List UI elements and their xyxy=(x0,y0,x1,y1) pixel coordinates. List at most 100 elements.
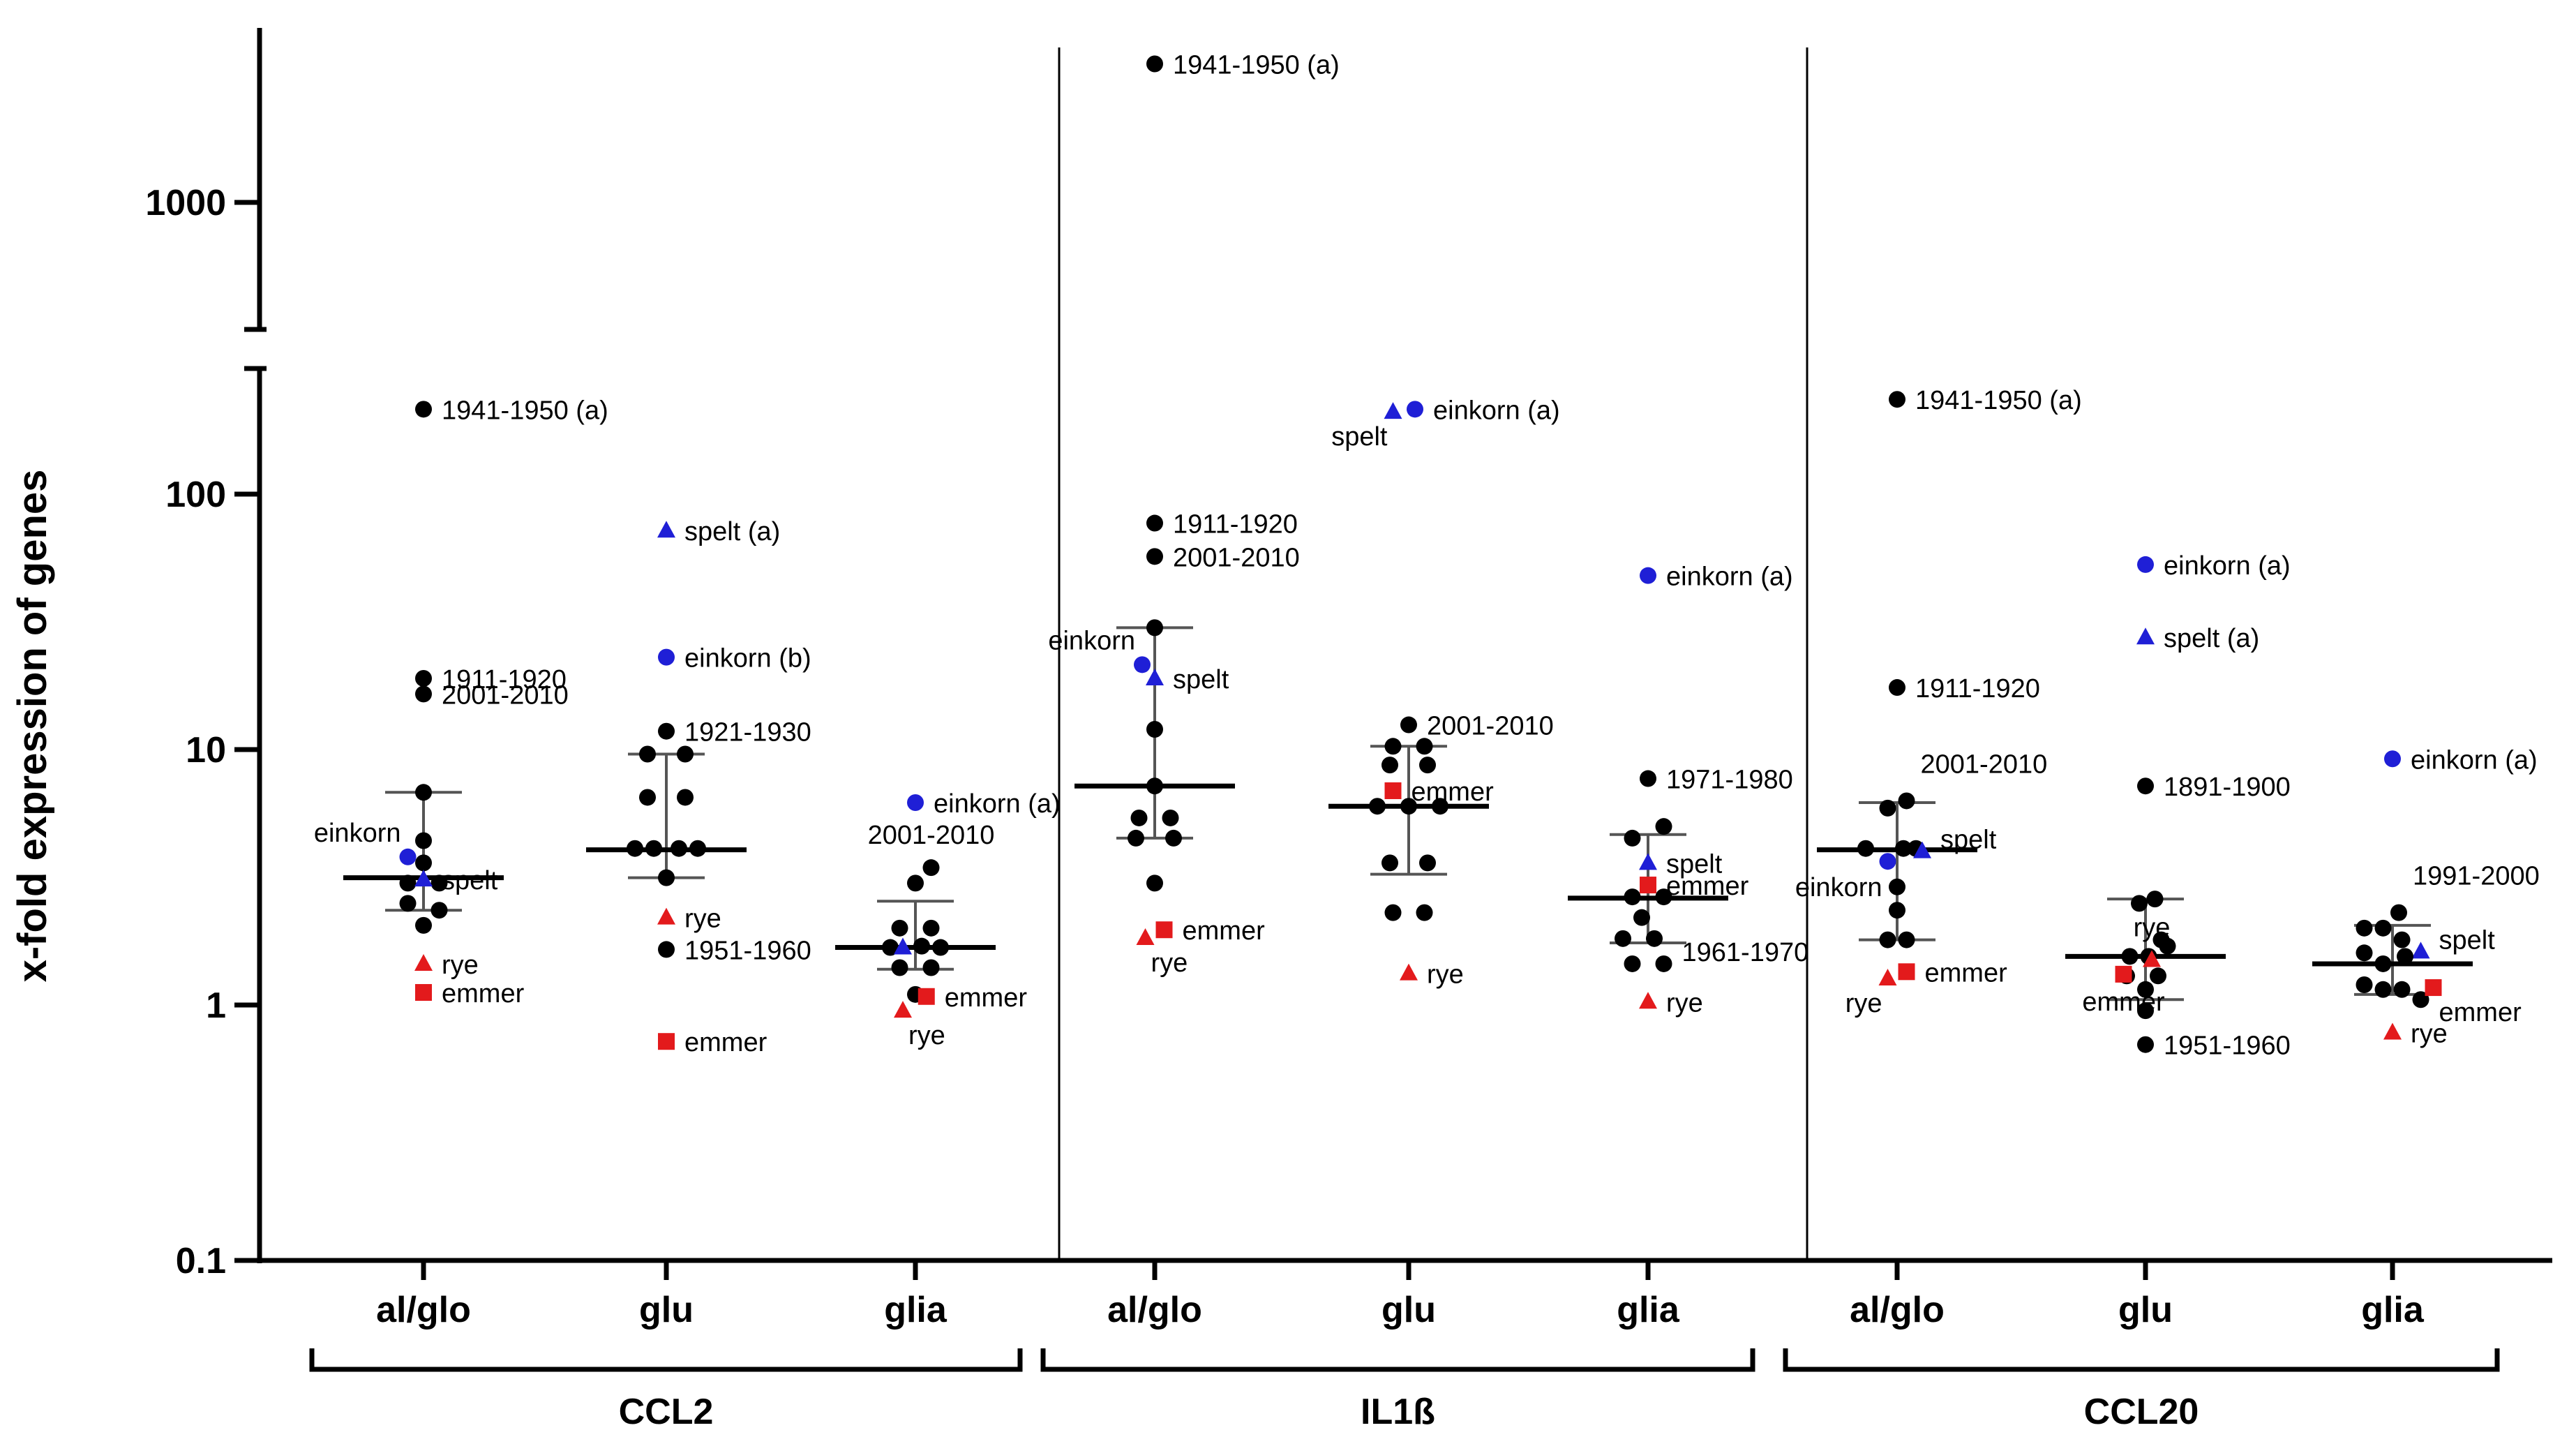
data-point xyxy=(657,521,675,538)
point-label: 1961-1970 xyxy=(1682,938,1809,967)
data-point xyxy=(430,874,448,892)
x-tick-label: glia xyxy=(884,1290,948,1330)
point-label-suffix: (a) xyxy=(2042,386,2082,415)
data-point xyxy=(1879,853,1896,870)
data-point xyxy=(671,840,687,857)
data-point xyxy=(2146,891,2164,908)
data-point xyxy=(1624,955,1641,972)
data-point xyxy=(2143,950,2161,967)
data-point xyxy=(1889,902,1905,919)
data-point xyxy=(2136,627,2155,645)
point-label: emmer xyxy=(1183,916,1266,946)
point-label-suffix: (a) xyxy=(1300,51,1340,80)
point-label: rye xyxy=(1427,960,1464,990)
data-point xyxy=(2374,919,2392,937)
y-tick-label: 1 xyxy=(206,985,226,1026)
point-label: spelt xyxy=(1940,826,1997,855)
point-label: rye xyxy=(2411,1019,2448,1048)
point-label: 1951-1960 xyxy=(684,936,811,965)
data-point xyxy=(1615,930,1631,947)
point-label-suffix: (a) xyxy=(2251,551,2291,581)
data-point xyxy=(689,840,706,857)
data-point xyxy=(1381,854,1398,872)
data-point xyxy=(2131,895,2148,912)
point-label: emmer xyxy=(1411,777,1495,807)
data-point xyxy=(1146,874,1163,892)
data-point xyxy=(891,959,908,976)
point-label: einkorn xyxy=(1048,626,1135,655)
point-label: rye xyxy=(908,1021,945,1050)
point-label: rye xyxy=(442,951,479,980)
data-point xyxy=(399,874,417,892)
data-marks: 1941-1950 (a) 1911-1920 2001-2010 einkorn sp… xyxy=(314,51,2540,1061)
x-tick-label: glu xyxy=(1381,1290,1436,1330)
data-point xyxy=(1416,738,1433,755)
data-point xyxy=(891,919,908,937)
data-point xyxy=(415,832,432,849)
data-point xyxy=(2137,556,2154,573)
point-label: spelt (a) xyxy=(2164,624,2259,653)
data-point xyxy=(2137,981,2154,998)
group-bracket xyxy=(1040,1348,1755,1372)
point-label: einkorn xyxy=(1795,873,1882,902)
point-label: rye xyxy=(684,905,721,934)
point-label: 1971-1980 xyxy=(1666,766,1793,795)
data-point xyxy=(2137,777,2154,795)
data-point xyxy=(658,1033,675,1050)
data-point xyxy=(1639,853,1657,870)
data-point xyxy=(1407,401,1423,418)
data-point xyxy=(1384,402,1402,419)
data-point xyxy=(1384,738,1402,755)
point-label: 2001-2010 xyxy=(1427,712,1554,741)
data-point xyxy=(2374,981,2392,998)
data-point xyxy=(882,939,899,956)
point-label: spelt xyxy=(1173,665,1229,694)
x-tick-label: al/glo xyxy=(1850,1290,1945,1330)
point-label-suffix: (a) xyxy=(569,396,608,425)
point-label: einkorn xyxy=(314,819,401,848)
data-point xyxy=(1146,619,1163,637)
data-point xyxy=(1898,963,1915,981)
data-point xyxy=(415,685,432,703)
data-point xyxy=(1165,829,1182,847)
data-point xyxy=(1146,514,1163,532)
data-point xyxy=(430,902,448,919)
data-point xyxy=(1640,877,1656,894)
data-point xyxy=(1895,840,1912,857)
data-point xyxy=(918,988,935,1005)
data-point xyxy=(639,745,656,763)
data-point xyxy=(2121,948,2139,965)
point-label: 1991-2000 xyxy=(2413,862,2540,891)
data-point xyxy=(1384,782,1402,799)
point-label: 1911-1920 xyxy=(1173,510,1298,539)
data-point xyxy=(1655,818,1672,835)
group-label: IL1ß xyxy=(1361,1392,1435,1432)
data-point xyxy=(2137,1036,2154,1053)
data-point xyxy=(399,848,417,865)
point-label: spelt (a) xyxy=(684,517,780,546)
point-label: einkorn (a) xyxy=(1666,563,1793,592)
data-point xyxy=(907,874,924,892)
y-tick-label: 10 xyxy=(186,730,226,771)
point-label: rye xyxy=(1845,989,1882,1018)
point-label: spelt xyxy=(1666,849,1723,879)
data-point xyxy=(1633,909,1650,926)
data-point xyxy=(415,669,432,687)
data-point xyxy=(1400,963,1418,981)
data-point xyxy=(1898,931,1915,948)
data-point xyxy=(415,784,432,801)
point-label: rye xyxy=(1666,988,1703,1018)
point-label: 1941-1950 (a) xyxy=(1173,51,1340,80)
data-point xyxy=(1369,798,1386,815)
data-point xyxy=(2356,944,2373,962)
data-point xyxy=(2374,955,2392,972)
data-point xyxy=(1162,809,1179,826)
x-tick-label: glia xyxy=(2361,1290,2425,1330)
x-tick-label: glu xyxy=(639,1290,694,1330)
data-point xyxy=(677,789,694,806)
data-point xyxy=(399,895,417,912)
point-label: emmer xyxy=(1666,872,1749,901)
point-label: 1891-1900 xyxy=(2164,773,2291,802)
point-label: einkorn (a) xyxy=(934,789,1061,819)
data-point xyxy=(1400,716,1417,734)
